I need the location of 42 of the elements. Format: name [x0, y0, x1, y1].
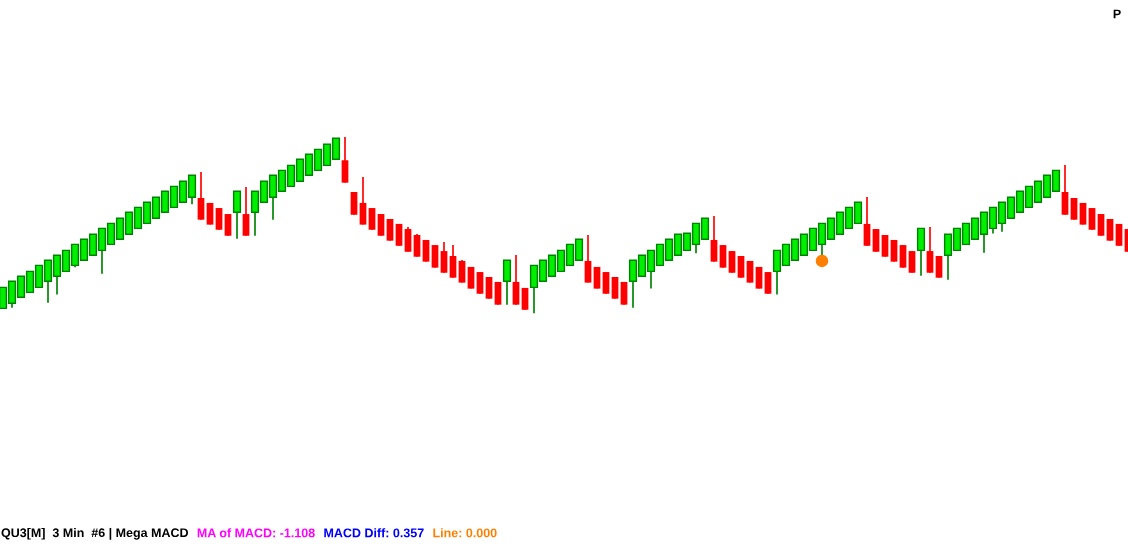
candlestick: [1070, 197, 1078, 221]
candlestick: [872, 228, 880, 253]
candlestick: [242, 186, 250, 237]
candlestick: [359, 176, 367, 226]
candlestick: [350, 191, 358, 216]
candlestick: [377, 213, 385, 237]
candlestick: [224, 213, 232, 237]
candlestick: [719, 244, 727, 269]
candlestick: [404, 226, 412, 253]
candlestick: [215, 207, 223, 231]
candlestick: [449, 244, 457, 279]
candlestick: [899, 244, 907, 269]
text: QU3[M] 3 Min #6 | Mega MACD: [1, 527, 189, 540]
candlestick: [935, 255, 943, 279]
candlestick: [764, 271, 772, 295]
candlestick: [1061, 164, 1069, 216]
text: P: [1113, 9, 1121, 19]
text: MACD Diff: 0.357: [324, 528, 424, 538]
candlestick: [502, 259, 512, 306]
text: Line: 0.000: [433, 528, 497, 538]
candlestick: [710, 215, 718, 263]
candlestick: [1097, 213, 1105, 237]
candlestick: [728, 250, 736, 274]
candlestick: [197, 171, 205, 221]
candlestick: [458, 259, 466, 284]
candlestick: [926, 226, 934, 274]
candlestick: [881, 234, 889, 258]
candlestick: [413, 233, 421, 258]
candlestick: [476, 271, 484, 295]
candlestick: [584, 234, 592, 284]
text: MA of MACD: -1.108: [197, 528, 315, 538]
candlestick: [908, 250, 916, 274]
candlestick: [737, 255, 745, 279]
candlestick: [431, 244, 439, 269]
candlestick: [1088, 207, 1096, 231]
candlestick: [341, 136, 349, 184]
candlestick: [602, 271, 610, 295]
candlestick: [512, 254, 520, 306]
candlestick: [368, 207, 376, 231]
candlestick: [440, 241, 448, 274]
candlestick: [232, 190, 242, 240]
candlestick: [916, 227, 926, 277]
